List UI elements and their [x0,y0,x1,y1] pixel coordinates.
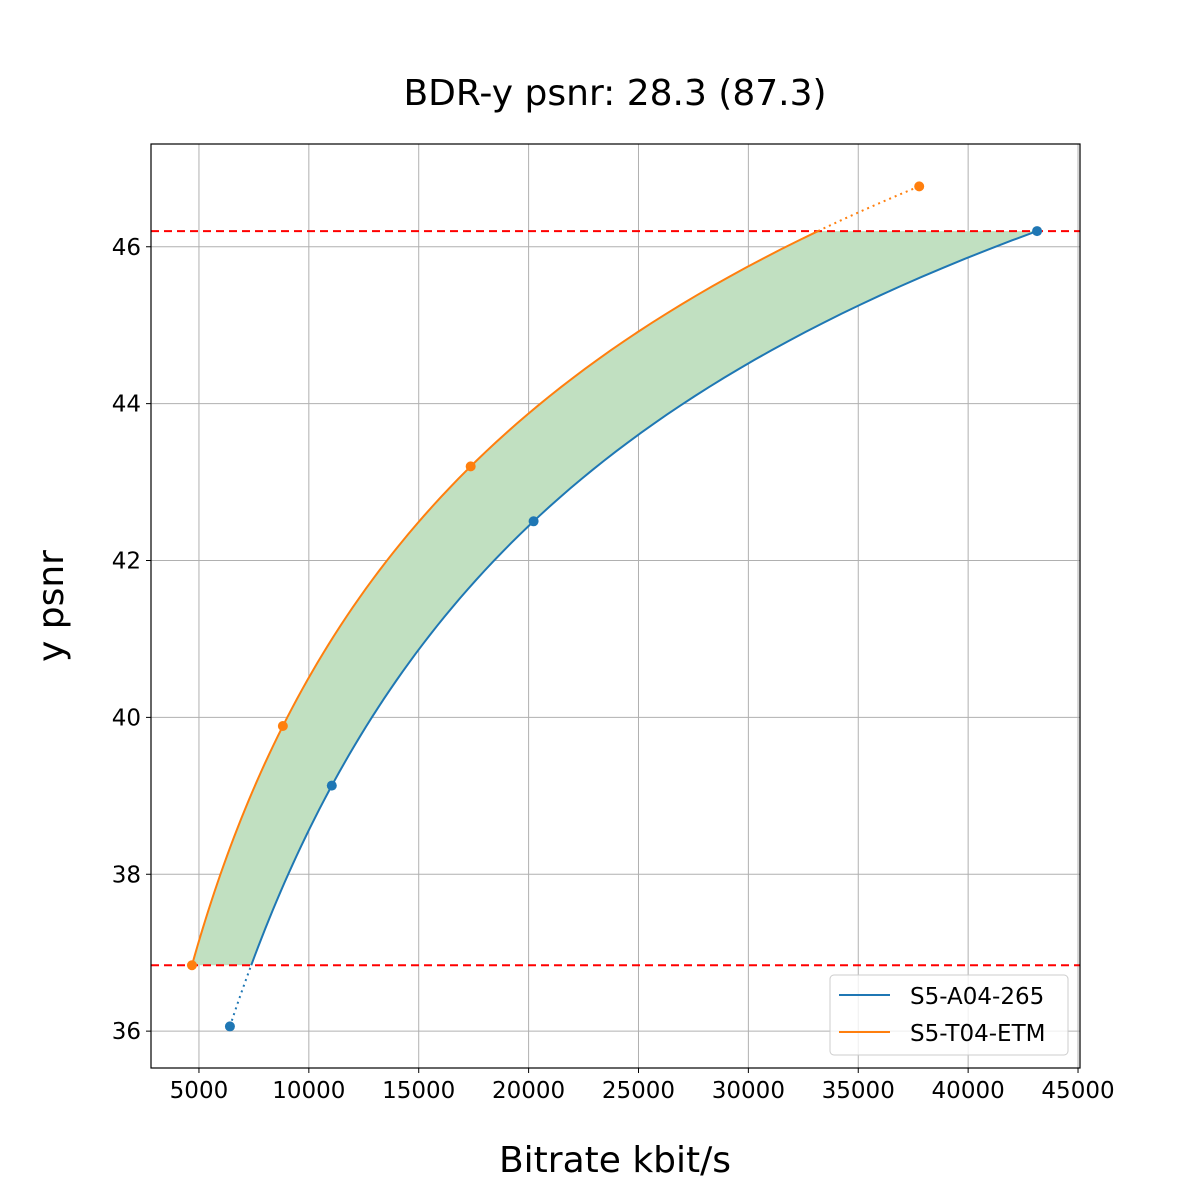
x-axis-label: Bitrate kbit/s [499,1140,731,1181]
data-point [1032,226,1043,237]
data-point [224,1021,235,1032]
legend-label-1: S5-A04-265 [910,984,1044,1010]
legend-label-2: S5-T04-ETM [910,1021,1045,1047]
data-point [465,461,476,472]
data-point [326,780,337,791]
x-tick-label: 10000 [272,1078,345,1104]
y-axis-label: y psnr [31,550,72,662]
plot-frame [150,143,1081,1069]
y-tick-label: 42 [112,549,141,575]
bd-rate-fill-area [191,231,1038,966]
series-extrapolation-dotted [817,185,920,232]
y-tick-label: 36 [112,1019,141,1045]
series-extrapolation-dotted [228,964,253,1027]
data-point [528,516,539,527]
y-tick-label: 40 [112,705,141,731]
y-tick-label: 44 [112,392,141,418]
data-point [277,721,288,732]
data-point [186,960,197,971]
y-tick-label: 46 [112,235,141,261]
x-tick-label: 40000 [932,1078,1005,1104]
x-tick-label: 15000 [382,1078,455,1104]
data-point [914,181,925,192]
x-tick-label: 5000 [170,1078,229,1104]
series-line [250,230,1038,966]
chart-title: BDR-y psnr: 28.3 (87.3) [403,73,826,114]
x-tick-label: 35000 [822,1078,895,1104]
series-line [191,230,819,966]
x-tick-label: 20000 [492,1078,565,1104]
x-tick-label: 30000 [712,1078,785,1104]
x-tick-label: 45000 [1041,1078,1114,1104]
legend: S5-A04-265 S5-T04-ETM [829,974,1069,1056]
y-tick-label: 38 [112,862,141,888]
x-tick-label: 25000 [602,1078,675,1104]
